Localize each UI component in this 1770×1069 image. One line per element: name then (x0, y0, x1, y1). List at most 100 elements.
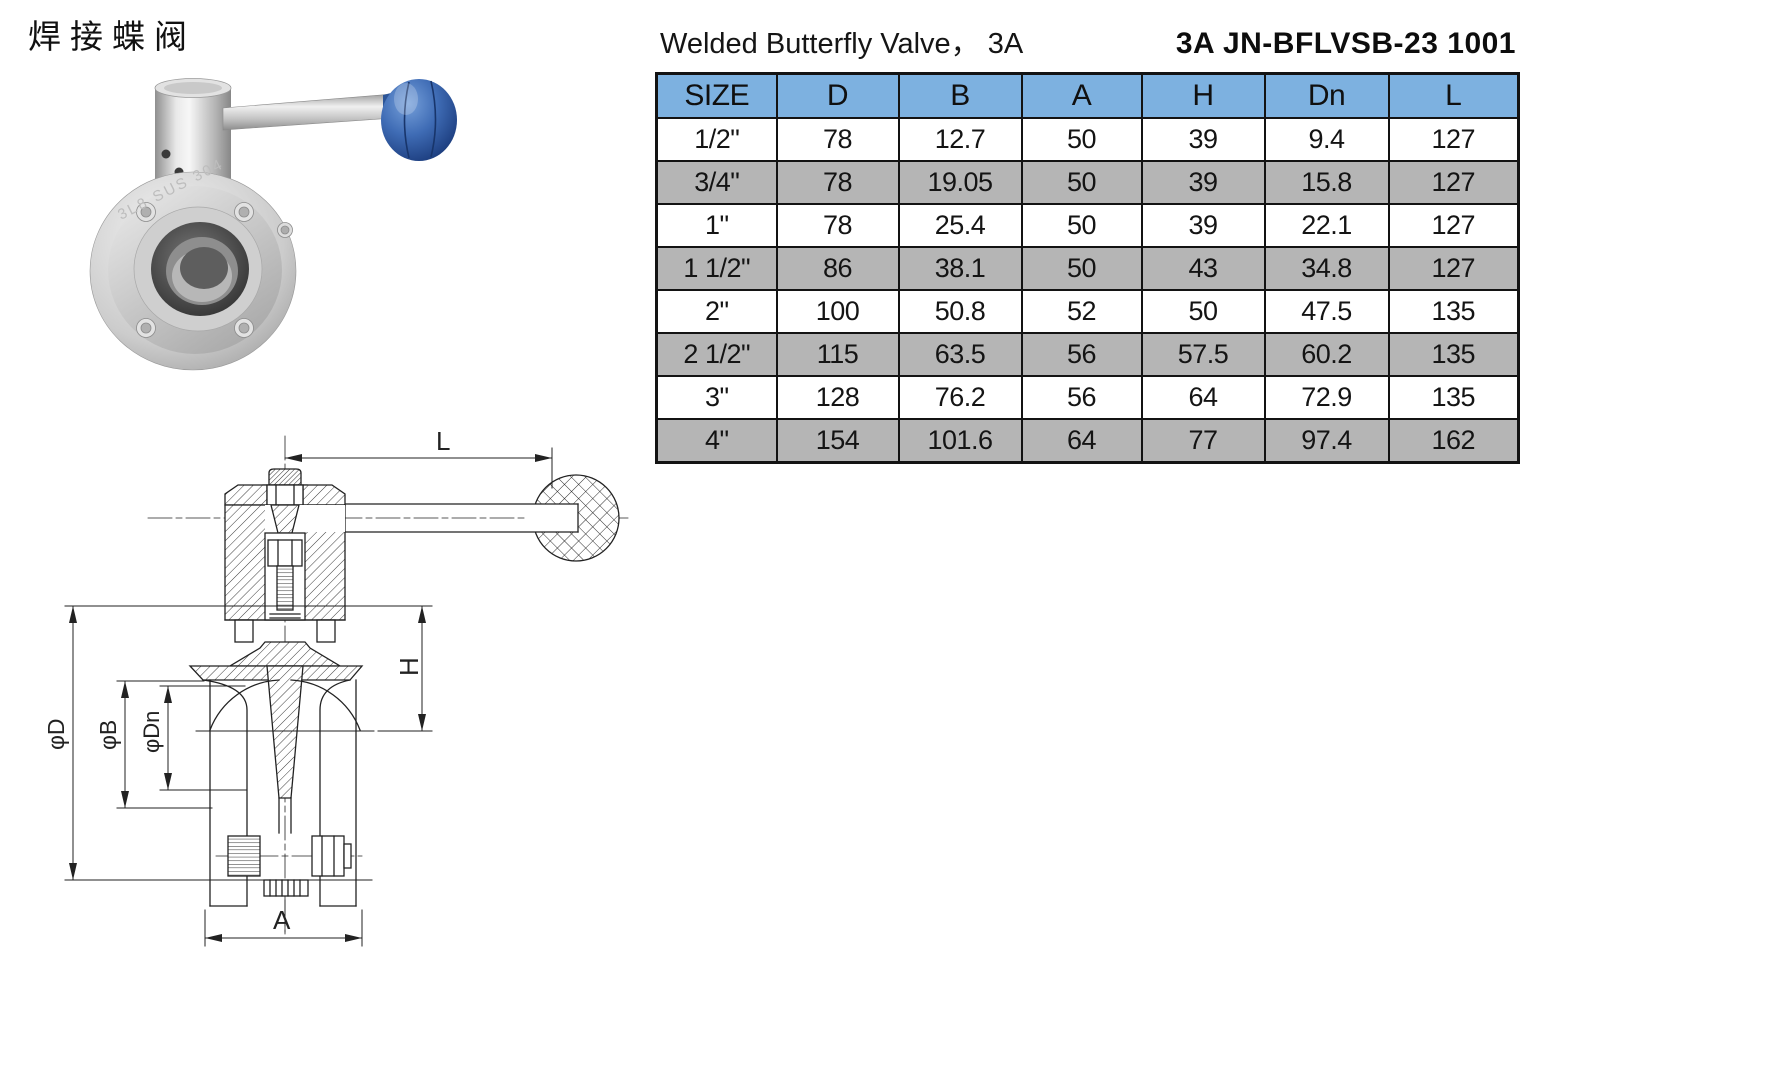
value-cell: 64 (1140, 375, 1266, 420)
value-cell: 39 (1140, 117, 1266, 162)
value-cell: 135 (1387, 375, 1520, 420)
value-cell: 97.4 (1263, 418, 1390, 464)
dim-label-L: L (436, 426, 450, 456)
drawing-bottom-nuts (227, 835, 352, 897)
col-header-b: B (897, 72, 1023, 119)
value-cell: 15.8 (1263, 160, 1390, 205)
dimension-A (204, 899, 363, 947)
size-cell: 2" (655, 289, 778, 334)
header-row: Welded Butterfly Valve， 3A 3A JN-BFLVSB-… (660, 20, 1516, 62)
dimension-phiDn (159, 685, 248, 791)
value-cell: 63.5 (897, 332, 1023, 377)
dimension-phiD (64, 605, 433, 881)
valve-handle-bar (222, 93, 394, 131)
valve-photo-image: 3L8 SUS 304 (89, 78, 457, 371)
col-header-l: L (1387, 72, 1520, 119)
page-title-english: Welded Butterfly Valve， 3A (660, 28, 1024, 60)
value-cell: 154 (775, 418, 900, 464)
dimension-L (284, 447, 553, 489)
table-row: 1" 78 25.4 50 39 22.1 127 (655, 203, 1520, 248)
value-cell: 127 (1387, 203, 1520, 248)
value-cell: 57.5 (1140, 332, 1266, 377)
dim-label-phiDn: φDn (139, 711, 164, 753)
col-header-h: H (1140, 72, 1266, 119)
value-cell: 56 (1020, 375, 1143, 420)
value-cell: 50 (1020, 160, 1143, 205)
value-cell: 50 (1140, 289, 1266, 334)
table-row: 1 1/2" 86 38.1 50 43 34.8 127 (655, 246, 1520, 291)
dim-label-H: H (394, 657, 424, 676)
size-cell: 1" (655, 203, 778, 248)
spec-table: SIZE D B A H Dn L 1/2" 78 12.7 50 39 9.4 127 3/4" 78 19… (655, 72, 1520, 464)
size-cell: 2 1/2" (655, 332, 778, 377)
value-cell: 128 (775, 375, 900, 420)
drawing-bonnet (224, 468, 346, 643)
value-cell: 86 (775, 246, 900, 291)
drawing-knob (525, 474, 620, 562)
drawing-body (188, 641, 375, 907)
value-cell: 100 (775, 289, 900, 334)
col-header-d: D (775, 72, 900, 119)
technical-drawing: L H φD (20, 378, 640, 1068)
value-cell: 76.2 (897, 375, 1023, 420)
valve-photo: 3L8 SUS 304 (63, 68, 483, 378)
value-cell: 127 (1387, 117, 1520, 162)
value-cell: 9.4 (1263, 117, 1390, 162)
dimension-H (377, 605, 433, 732)
col-header-dn: Dn (1263, 72, 1390, 119)
col-header-size: SIZE (655, 72, 778, 119)
value-cell: 39 (1140, 160, 1266, 205)
size-cell: 3/4" (655, 160, 778, 205)
size-cell: 3" (655, 375, 778, 420)
value-cell: 19.05 (897, 160, 1023, 205)
spec-table-body: 1/2" 78 12.7 50 39 9.4 127 3/4" 78 19.05 50 39 15.8 1… (655, 117, 1520, 464)
value-cell: 47.5 (1263, 289, 1390, 334)
value-cell: 52 (1020, 289, 1143, 334)
value-cell: 135 (1387, 332, 1520, 377)
value-cell: 50 (1020, 246, 1143, 291)
value-cell: 127 (1387, 246, 1520, 291)
dim-label-A: A (273, 905, 291, 935)
value-cell: 34.8 (1263, 246, 1390, 291)
value-cell: 25.4 (897, 203, 1023, 248)
value-cell: 162 (1387, 418, 1520, 464)
value-cell: 50 (1020, 203, 1143, 248)
value-cell: 78 (775, 203, 900, 248)
value-cell: 101.6 (897, 418, 1023, 464)
table-row: 2 1/2" 115 63.5 56 57.5 60.2 135 (655, 332, 1520, 377)
spec-table-head-row: SIZE D B A H Dn L (655, 72, 1520, 119)
value-cell: 115 (775, 332, 900, 377)
dim-label-phiB: φB (95, 720, 121, 750)
valve-body (89, 171, 297, 371)
value-cell: 43 (1140, 246, 1266, 291)
table-row: 1/2" 78 12.7 50 39 9.4 127 (655, 117, 1520, 162)
size-cell: 4" (655, 418, 778, 464)
table-row: 2" 100 50.8 52 50 47.5 135 (655, 289, 1520, 334)
col-header-a: A (1020, 72, 1143, 119)
drawing-handle (304, 503, 579, 533)
value-cell: 78 (775, 160, 900, 205)
value-cell: 60.2 (1263, 332, 1390, 377)
value-cell: 135 (1387, 289, 1520, 334)
value-cell: 12.7 (897, 117, 1023, 162)
table-row: 3" 128 76.2 56 64 72.9 135 (655, 375, 1520, 420)
flange-bolts (136, 202, 293, 338)
value-cell: 50 (1020, 117, 1143, 162)
size-cell: 1/2" (655, 117, 778, 162)
value-cell: 72.9 (1263, 375, 1390, 420)
value-cell: 50.8 (897, 289, 1023, 334)
table-row: 4" 154 101.6 64 77 97.4 162 (655, 418, 1520, 464)
page-title-chinese: 焊接蝶阀 (28, 20, 196, 56)
dimension-phiB (116, 680, 213, 809)
value-cell: 38.1 (897, 246, 1023, 291)
value-cell: 78 (775, 117, 900, 162)
value-cell: 22.1 (1263, 203, 1390, 248)
part-number: 3A JN-BFLVSB-23 1001 (1175, 27, 1516, 60)
size-cell: 1 1/2" (655, 246, 778, 291)
value-cell: 64 (1020, 418, 1143, 464)
value-cell: 56 (1020, 332, 1143, 377)
cross-section-drawing: L H φD (43, 426, 633, 947)
value-cell: 127 (1387, 160, 1520, 205)
value-cell: 77 (1140, 418, 1266, 464)
